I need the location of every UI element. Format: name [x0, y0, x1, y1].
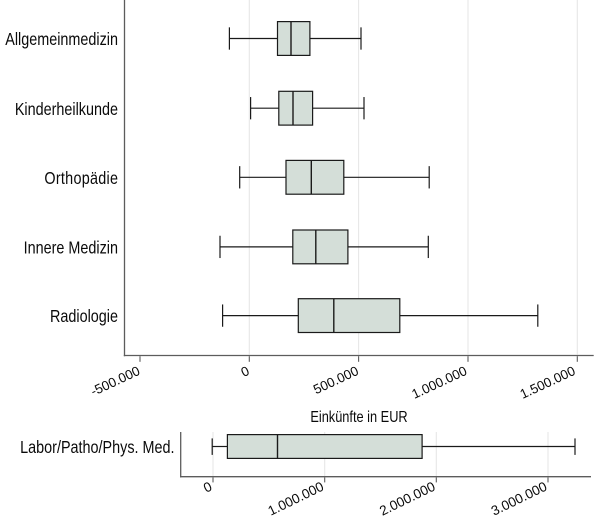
svg-text:Orthopädie: Orthopädie: [44, 168, 118, 188]
svg-text:Innere Medizin: Innere Medizin: [24, 238, 118, 258]
svg-text:Kinderheilkunde: Kinderheilkunde: [15, 99, 118, 119]
svg-text:Labor/Patho/Phys. Med.: Labor/Patho/Phys. Med.: [20, 438, 174, 458]
svg-text:Allgemeinmedizin: Allgemeinmedizin: [5, 30, 118, 50]
svg-text:Einkünfte in EUR: Einkünfte in EUR: [310, 409, 407, 427]
svg-text:Radiologie: Radiologie: [50, 307, 118, 327]
